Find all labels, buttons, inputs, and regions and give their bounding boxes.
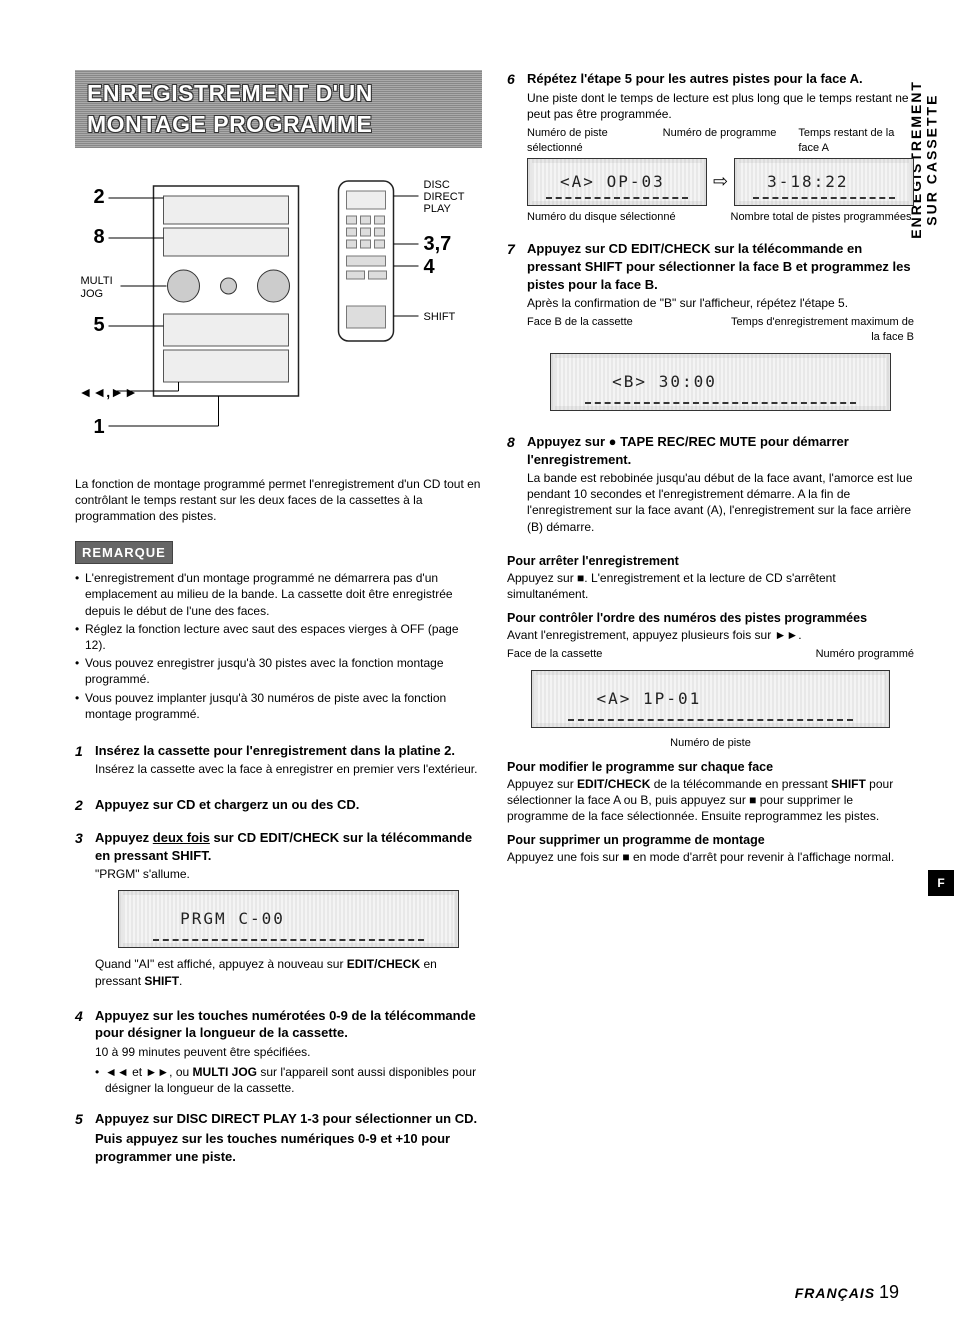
step-3: 3 Appuyez deux fois sur CD EDIT/CHECK su…: [75, 829, 482, 993]
callout-shift: SHIFT: [424, 311, 456, 323]
remarque-label: REMARQUE: [75, 541, 173, 565]
callout-2: 2: [94, 186, 105, 208]
callout-1: 1: [94, 416, 105, 438]
callout-disc: DISC: [424, 179, 450, 191]
delete-head: Pour supprimer un programme de montage: [507, 832, 914, 849]
note-item: Vous pouvez enregistrer jusqu'à 30 piste…: [75, 655, 482, 687]
page-title: ENREGISTREMENT D'UN MONTAGE PROGRAMME: [87, 78, 470, 140]
lcd-pair-step6: <A> OP-03 ⇨ 3-18:22: [527, 158, 914, 206]
section-tab-f: F: [928, 870, 954, 896]
callout-multi: MULTI: [81, 275, 113, 287]
left-column: ENREGISTREMENT D'UN MONTAGE PROGRAMME: [75, 70, 482, 1181]
step-1: 1 Insérez la cassette pour l'enregistrem…: [75, 742, 482, 782]
modify-head: Pour modifier le programme sur chaque fa…: [507, 759, 914, 776]
step-7: 7 Appuyez sur CD EDIT/CHECK sur la téléc…: [507, 240, 914, 419]
step-8: 8 Appuyez sur ● TAPE REC/REC MUTE pour d…: [507, 433, 914, 539]
stop-head: Pour arrêter l'enregistrement: [507, 553, 914, 570]
step-4: 4 Appuyez sur les touches numérotées 0-9…: [75, 1007, 482, 1097]
callout-direct: DIRECT: [424, 191, 465, 203]
note-item: Vous pouvez implanter jusqu'à 30 numéros…: [75, 690, 482, 722]
arrow-icon: ⇨: [713, 169, 728, 193]
step-5: 5 Appuyez sur DISC DIRECT PLAY 1-3 pour …: [75, 1110, 482, 1167]
callout-5: 5: [94, 314, 105, 336]
intro-text: La fonction de montage programmé permet …: [75, 476, 482, 525]
step-2: 2 Appuyez sur CD et chargerz un ou des C…: [75, 796, 482, 816]
right-column: 6 Répétez l'étape 5 pour les autres pist…: [507, 70, 914, 1181]
callout-jog: JOG: [81, 288, 104, 300]
order-head: Pour contrôler l'ordre des numéros des p…: [507, 610, 914, 627]
lcd-display-prgm: PRGM C-00: [118, 890, 459, 948]
device-diagram: 2 8 MULTI JOG 5 ◄◄,►► 1 DISC DIRECT PLAY…: [75, 166, 482, 456]
note-item: L'enregistrement d'un montage programmé …: [75, 570, 482, 619]
callout-4: 4: [424, 256, 436, 278]
lcd-display-b: <B> 30:00: [550, 353, 891, 411]
page-footer: FRANÇAIS 19: [795, 1280, 899, 1304]
callout-play: PLAY: [424, 203, 452, 215]
note-item: Réglez la fonction lecture avec saut des…: [75, 621, 482, 653]
callout-37: 3,7: [424, 233, 452, 255]
step-6: 6 Répétez l'étape 5 pour les autres pist…: [507, 70, 914, 226]
notes-list: L'enregistrement d'un montage programmé …: [75, 570, 482, 722]
lcd-display-order: <A> 1P-01: [531, 670, 889, 728]
callout-8: 8: [94, 226, 105, 248]
page-title-band: ENREGISTREMENT D'UN MONTAGE PROGRAMME: [75, 70, 482, 148]
step-3-head: Appuyez deux fois sur CD EDIT/CHECK sur …: [95, 829, 482, 864]
callout-rewff: ◄◄,►►: [79, 384, 138, 400]
